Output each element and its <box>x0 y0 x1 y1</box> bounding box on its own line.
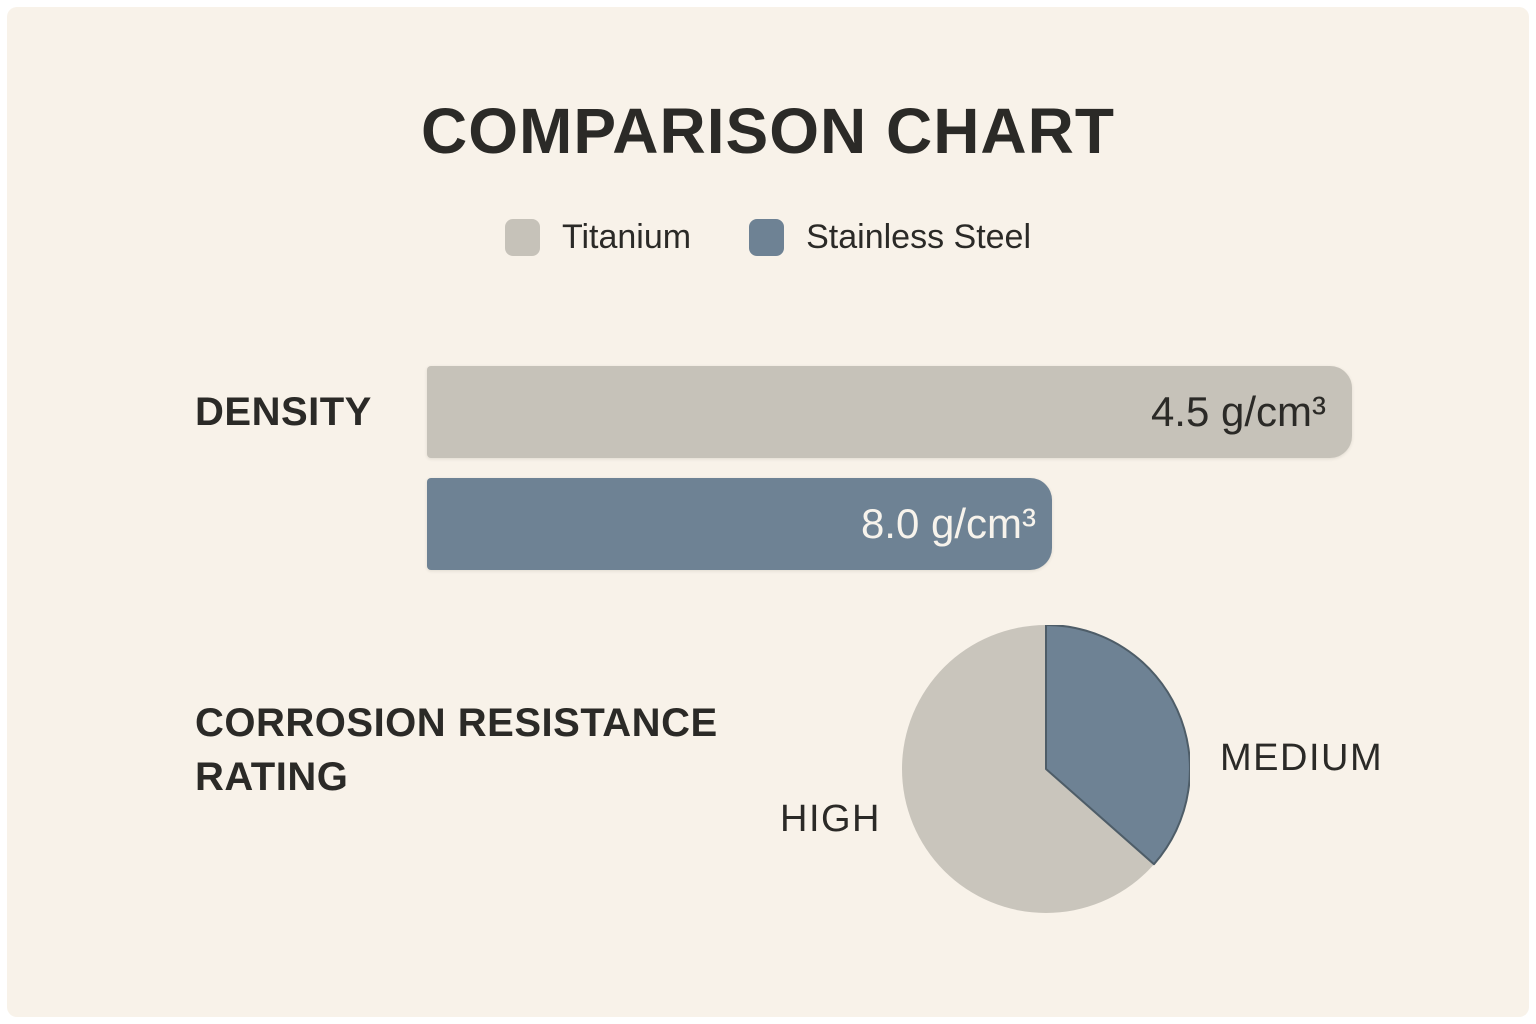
density-bar-stainless-steel: 8.0 g/cm³ <box>427 478 1052 570</box>
corrosion-pie-chart <box>902 625 1190 913</box>
pie-label-medium: MEDIUM <box>1220 737 1384 779</box>
density-section-label: DENSITY <box>195 390 372 434</box>
pie-slice-medium <box>1045 625 1190 866</box>
legend-item-titanium: Titanium <box>504 218 692 257</box>
legend-item-stainless-steel: Stainless Steel <box>749 218 1031 257</box>
legend-label-stainless-steel: Stainless Steel <box>806 218 1032 256</box>
density-value-titanium: 4.5 g/cm³ <box>1150 388 1326 435</box>
pie-label-high: HIGH <box>780 798 881 840</box>
titanium-swatch-icon <box>504 219 540 256</box>
legend: Titanium Stainless Steel <box>0 218 1536 257</box>
density-value-stainless-steel: 8.0 g/cm³ <box>860 500 1036 547</box>
page-title: COMPARISON CHART <box>421 95 1115 167</box>
stainless-steel-swatch-icon <box>749 219 785 256</box>
density-bar-titanium: 4.5 g/cm³ <box>427 366 1352 458</box>
corrosion-section-label: CORROSION RESISTANCE RATING <box>195 701 718 799</box>
legend-label-titanium: Titanium <box>561 218 692 256</box>
